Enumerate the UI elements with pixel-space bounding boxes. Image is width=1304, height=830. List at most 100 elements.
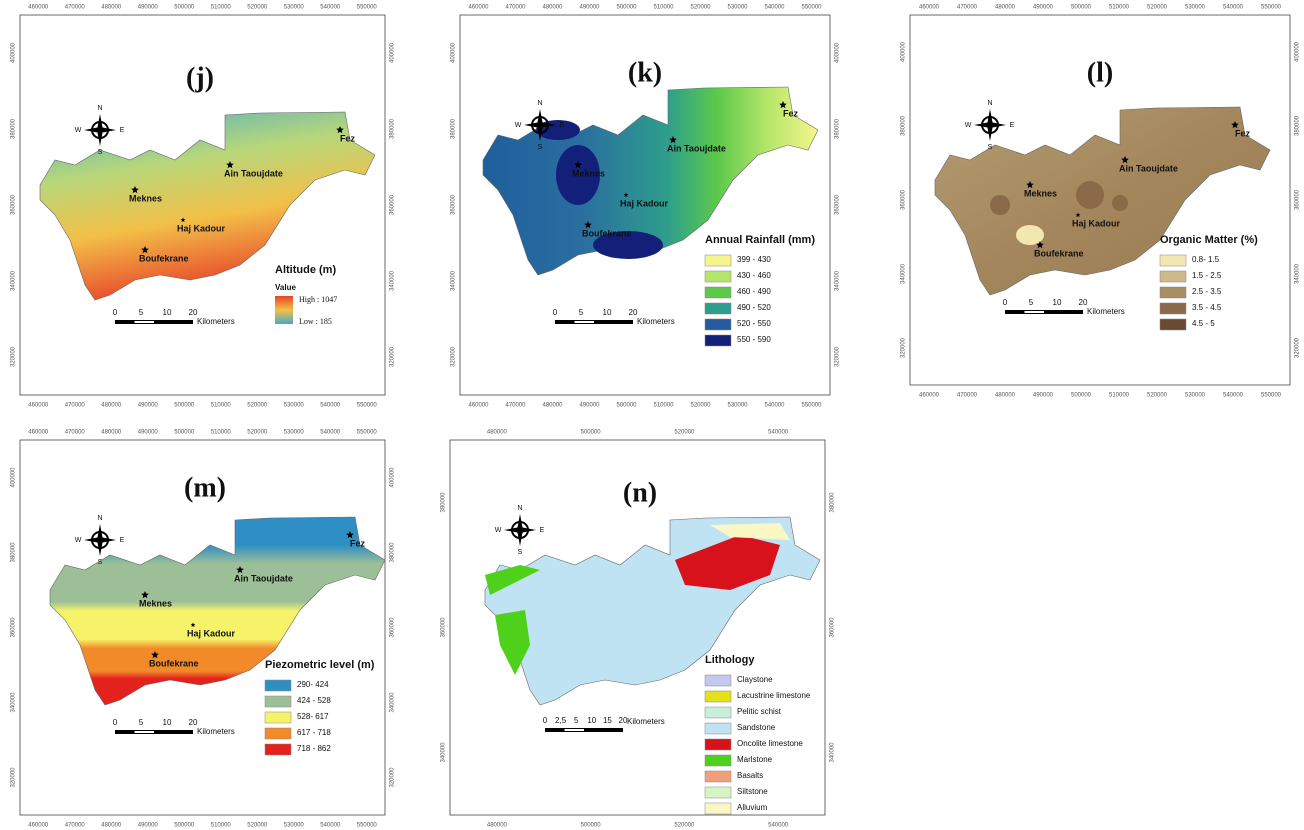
compass-letter: S [518, 549, 523, 556]
legend-entry: Oncolite limestone [737, 739, 803, 748]
x-coordinate: 480000 [487, 823, 508, 829]
y-coordinate: 320000 [901, 337, 907, 358]
y-coordinate: 400000 [11, 467, 17, 488]
compass-letter: W [495, 527, 502, 534]
panel-label: (l) [1087, 57, 1113, 88]
legend-swatch [265, 680, 291, 691]
x-coordinate: 520000 [690, 5, 711, 11]
x-coordinate: 460000 [919, 5, 940, 11]
place-name: Meknes [139, 598, 172, 608]
x-coordinate: 550000 [357, 403, 378, 409]
x-coordinate: 470000 [957, 393, 978, 399]
x-coordinate: 460000 [28, 430, 49, 436]
x-coordinate: 480000 [995, 5, 1016, 11]
x-coordinate: 510000 [653, 5, 674, 11]
legend-title: Organic Matter (%) [1160, 234, 1258, 246]
x-coordinate: 510000 [211, 823, 232, 829]
x-coordinate: 550000 [357, 823, 378, 829]
place-name: Ain Taoujdate [1119, 163, 1178, 173]
y-coordinate: 340000 [1295, 263, 1301, 284]
place-name: Boufekrane [139, 253, 189, 263]
x-coordinate: 540000 [320, 5, 341, 11]
y-coordinate: 380000 [390, 118, 396, 139]
place-name: Haj Kadour [620, 198, 669, 208]
x-coordinate: 540000 [320, 430, 341, 436]
x-coordinate: 520000 [247, 403, 268, 409]
legend-ramp [275, 296, 293, 324]
legend-title: Lithology [705, 654, 755, 666]
x-coordinate: 540000 [320, 823, 341, 829]
legend-swatch [705, 787, 731, 798]
legend-swatch [705, 803, 731, 814]
x-coordinate: 510000 [211, 430, 232, 436]
legend-title: Annual Rainfall (mm) [705, 234, 815, 246]
scale-tick: 0 [553, 308, 558, 317]
x-coordinate: 470000 [65, 403, 86, 409]
compass-letter: S [98, 149, 103, 156]
legend-swatch [705, 739, 731, 750]
scale-tick: 10 [163, 718, 172, 727]
legend-low: Low : 185 [299, 317, 332, 326]
x-coordinate: 500000 [581, 823, 602, 829]
y-coordinate: 340000 [441, 742, 447, 763]
y-coordinate: 360000 [1295, 189, 1301, 210]
x-coordinate: 540000 [764, 5, 785, 11]
legend-entry: 3.5 - 4.5 [1192, 303, 1222, 312]
y-coordinate: 380000 [901, 115, 907, 136]
x-coordinate: 470000 [65, 430, 86, 436]
x-coordinate: 480000 [101, 403, 122, 409]
scale-bar-segment [565, 729, 585, 731]
x-coordinate: 480000 [995, 393, 1016, 399]
y-coordinate: 340000 [11, 270, 17, 291]
legend-entry: 460 - 490 [737, 287, 771, 296]
legend-entry: Alluvium [737, 803, 768, 812]
x-coordinate: 480000 [101, 430, 122, 436]
y-coordinate: 380000 [11, 542, 17, 563]
figure: 460000 460000 470000 470000 480000 480000 4900… [0, 0, 1304, 830]
legend-entry: 2.5 - 3.5 [1192, 287, 1222, 296]
compass-letter: N [537, 100, 542, 107]
scale-tick: 10 [603, 308, 612, 317]
x-coordinate: 520000 [247, 430, 268, 436]
place-name: Haj Kadour [1072, 218, 1121, 228]
place-name: Boufekrane [582, 228, 632, 238]
legend-high: High : 1047 [299, 295, 337, 304]
y-coordinate: 320000 [390, 346, 396, 367]
map-panel: 4600004600004700004700004800004800004900… [901, 5, 1301, 399]
scale-tick: 20 [189, 308, 198, 317]
x-coordinate: 500000 [616, 403, 637, 409]
place-name: Boufekrane [1034, 248, 1084, 258]
x-coordinate: 480000 [101, 823, 122, 829]
y-coordinate: 320000 [451, 346, 457, 367]
legend-swatch [705, 723, 731, 734]
legend-entry: 290- 424 [297, 680, 329, 689]
x-coordinate: 470000 [505, 5, 526, 11]
x-coordinate: 500000 [174, 430, 195, 436]
scale-unit: Kilometers [637, 317, 675, 326]
legend-entry: 1.5 - 2.5 [1192, 271, 1222, 280]
scale-tick: 5 [574, 716, 579, 725]
scale-bar-segment [575, 321, 595, 323]
x-coordinate: 500000 [174, 403, 195, 409]
x-coordinate: 520000 [690, 403, 711, 409]
legend-swatch [265, 712, 291, 723]
y-coordinate: 340000 [390, 692, 396, 713]
x-coordinate: 490000 [579, 403, 600, 409]
place-name: Ain Taoujdate [224, 168, 283, 178]
compass-letter: E [540, 527, 545, 534]
compass-letter: N [97, 105, 102, 112]
scale-tick: 5 [579, 308, 584, 317]
x-coordinate: 490000 [1033, 393, 1054, 399]
x-coordinate: 470000 [65, 5, 86, 11]
legend-swatch [705, 255, 731, 266]
legend-swatch [265, 728, 291, 739]
scale-tick: 10 [587, 716, 596, 725]
scale-tick: 0 [1003, 298, 1008, 307]
map-panel: 4600004600004700004700004800004800004900… [11, 430, 396, 829]
x-coordinate: 480000 [542, 403, 563, 409]
x-coordinate: 520000 [674, 823, 695, 829]
scale-tick: 5 [139, 718, 144, 727]
scale-unit: Kilometers [197, 317, 235, 326]
legend-swatch [705, 319, 731, 330]
y-coordinate: 340000 [451, 270, 457, 291]
